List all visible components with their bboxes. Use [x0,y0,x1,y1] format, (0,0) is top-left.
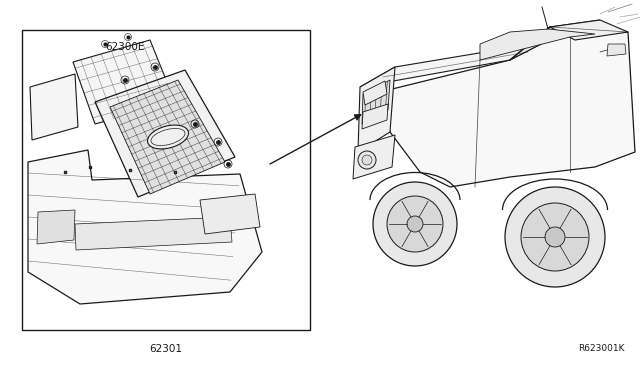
Text: 62300E: 62300E [105,42,145,52]
Circle shape [545,227,565,247]
Polygon shape [200,194,260,234]
Circle shape [407,216,423,232]
Polygon shape [607,44,626,56]
Polygon shape [30,74,78,140]
Polygon shape [362,104,388,129]
Polygon shape [360,42,545,87]
Polygon shape [37,210,75,244]
Polygon shape [510,20,600,60]
Polygon shape [362,80,390,124]
Text: R623001K: R623001K [579,344,625,353]
Text: 62301: 62301 [150,344,182,354]
Polygon shape [380,27,635,187]
Polygon shape [363,81,387,105]
Polygon shape [73,40,175,124]
Circle shape [362,155,372,165]
Polygon shape [480,29,595,60]
Bar [22,30,310,330]
Polygon shape [95,70,235,197]
Polygon shape [28,150,262,304]
Circle shape [358,151,376,169]
Polygon shape [110,80,225,194]
Polygon shape [358,67,395,152]
Circle shape [505,187,605,287]
Polygon shape [75,217,232,250]
Polygon shape [550,20,628,40]
Ellipse shape [147,125,189,149]
Polygon shape [353,135,395,179]
Circle shape [387,196,443,252]
Circle shape [373,182,457,266]
Circle shape [521,203,589,271]
